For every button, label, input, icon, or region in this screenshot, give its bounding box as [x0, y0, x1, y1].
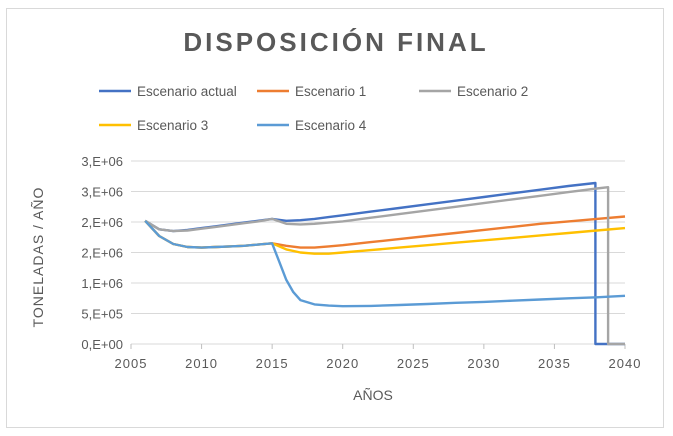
line-chart: DISPOSICIÓN FINAL Escenario actual Escena… — [30, 27, 642, 403]
series-line-1 — [144, 181, 625, 346]
x-tick-label: 2030 — [467, 356, 500, 371]
legend-label: Escenario actual — [137, 84, 237, 99]
gridlines — [131, 160, 625, 345]
chart-title: DISPOSICIÓN FINAL — [183, 27, 488, 57]
chart-frame: DISPOSICIÓN FINAL Escenario actual Escena… — [6, 8, 664, 428]
legend-label: Escenario 2 — [457, 84, 528, 99]
legend-label: Escenario 3 — [137, 118, 208, 133]
legend-label: Escenario 4 — [295, 118, 367, 133]
x-tick-label: 2035 — [538, 356, 571, 371]
y-axis-label: TONELADAS / AÑO — [30, 187, 46, 328]
y-tick-label: 2,E+06 — [81, 215, 123, 230]
x-tick-label: 2010 — [185, 356, 218, 371]
legend-label: Escenario 1 — [295, 84, 366, 99]
y-axis-ticks: 0,E+00 5,E+05 1,E+06 2,E+06 2,E+06 3,E+06 3,E+… — [81, 154, 123, 352]
legend: Escenario actual Escenario 1 Escenario 2 Es… — [99, 84, 528, 133]
x-tick-label: 2015 — [256, 356, 289, 371]
x-axis-label: AÑOS — [353, 387, 393, 403]
y-tick-label: 3,E+06 — [81, 185, 123, 200]
x-axis-ticks: 2005 2010 2015 2020 2025 2030 2035 2040 — [115, 344, 642, 371]
series-line-2 — [144, 215, 626, 249]
x-tick-label: 2040 — [609, 356, 642, 371]
plot-area — [144, 181, 626, 346]
y-tick-label: 5,E+05 — [81, 307, 123, 322]
x-tick-label: 2020 — [326, 356, 359, 371]
y-tick-label: 2,E+06 — [81, 246, 123, 261]
y-tick-label: 3,E+06 — [81, 154, 123, 169]
x-tick-label: 2025 — [397, 356, 430, 371]
y-tick-label: 0,E+00 — [81, 337, 123, 352]
series-line-3 — [144, 186, 625, 346]
series-line-5 — [144, 219, 626, 308]
x-tick-label: 2005 — [115, 356, 148, 371]
y-tick-label: 1,E+06 — [81, 276, 123, 291]
